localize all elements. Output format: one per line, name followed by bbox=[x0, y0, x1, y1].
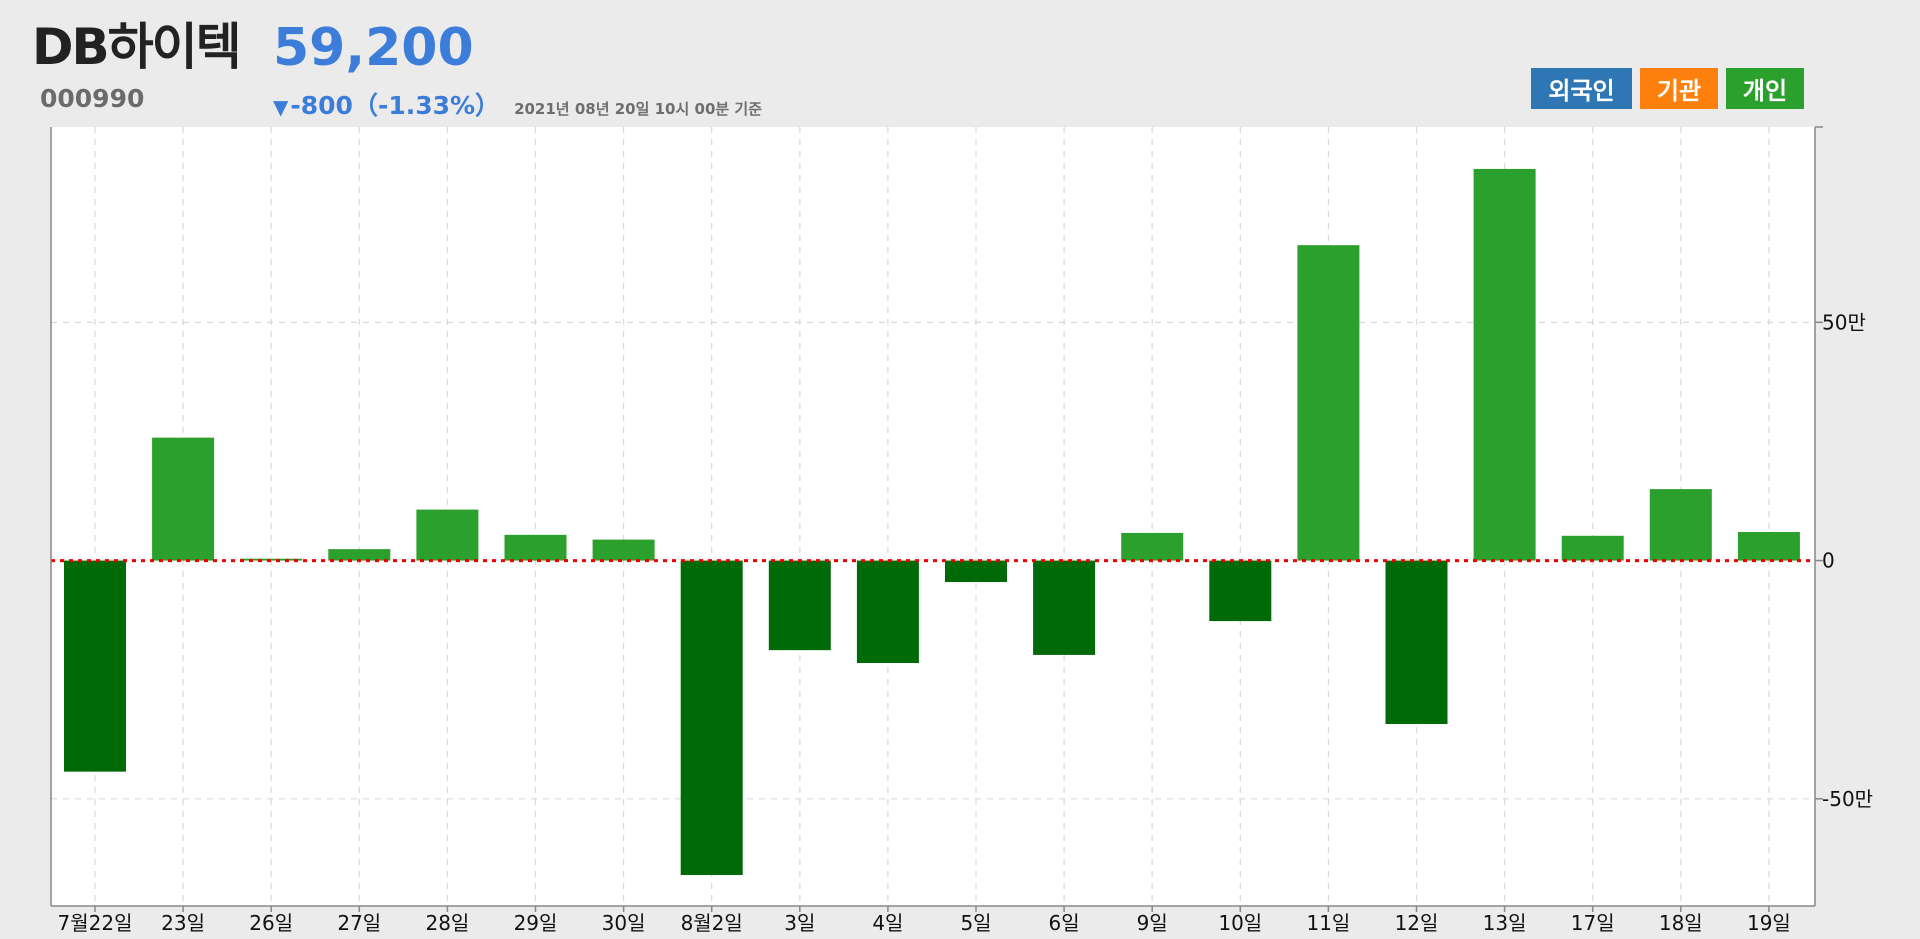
bar-28일 bbox=[416, 509, 479, 561]
x-tick-label: 27일 bbox=[337, 911, 381, 935]
bar-3일 bbox=[768, 560, 831, 651]
bar-11일 bbox=[1297, 245, 1360, 561]
y-axis-ticks: 50만 0 -50만 bbox=[1815, 126, 1873, 811]
bar-26일 bbox=[240, 558, 303, 561]
legend-foreign-button[interactable]: 외국인 bbox=[1531, 68, 1632, 109]
timestamp: 2021년 08년 20일 10시 00분 기준 bbox=[514, 100, 763, 118]
y-tick-label: 50만 bbox=[1822, 310, 1866, 334]
x-tick-label: 26일 bbox=[249, 911, 293, 935]
bar-10일 bbox=[1209, 560, 1272, 622]
bar-4일 bbox=[856, 560, 919, 664]
x-tick-label: 30일 bbox=[602, 911, 646, 935]
legend-institution-button[interactable]: 기관 bbox=[1640, 68, 1718, 109]
x-tick-label: 4일 bbox=[872, 911, 903, 935]
bar-12일 bbox=[1385, 560, 1448, 724]
x-tick-label: 28일 bbox=[425, 911, 469, 935]
x-tick-label: 7월22일 bbox=[58, 911, 133, 935]
bar-29일 bbox=[504, 534, 567, 561]
x-tick-label: 5일 bbox=[960, 911, 991, 935]
bar-6일 bbox=[1033, 560, 1096, 655]
x-tick-label: 23일 bbox=[161, 911, 205, 935]
stock-code: 000990 bbox=[40, 84, 145, 113]
bar-27일 bbox=[328, 549, 391, 561]
bar-8월2일 bbox=[680, 560, 743, 876]
price-change: ▼-800（-1.33%） bbox=[273, 86, 500, 122]
stock-price: 59,200 bbox=[273, 18, 474, 78]
y-tick-label: 0 bbox=[1822, 549, 1835, 573]
bar-17일 bbox=[1561, 535, 1624, 561]
plot-area bbox=[51, 127, 1815, 906]
x-tick-label: 11일 bbox=[1306, 911, 1350, 935]
x-tick-label: 8월2일 bbox=[681, 911, 743, 935]
stock-name: DB하이텍 bbox=[32, 18, 242, 76]
bar-18일 bbox=[1649, 489, 1712, 561]
bar-19일 bbox=[1737, 531, 1800, 561]
bar-23일 bbox=[152, 437, 215, 561]
x-tick-label: 29일 bbox=[514, 911, 558, 935]
bar-30일 bbox=[592, 539, 655, 561]
bar-5일 bbox=[945, 560, 1007, 583]
bars bbox=[64, 168, 1800, 876]
x-tick-label: 18일 bbox=[1659, 911, 1703, 935]
x-tick-label: 6일 bbox=[1049, 911, 1080, 935]
bar-9일 bbox=[1121, 532, 1184, 561]
x-tick-label: 12일 bbox=[1395, 911, 1439, 935]
bar-7월22일 bbox=[64, 560, 126, 772]
y-tick-label: -50만 bbox=[1822, 787, 1873, 811]
x-tick-label: 19일 bbox=[1747, 911, 1791, 935]
price-change-row: ▼-800（-1.33%） 2021년 08년 20일 10시 00분 기준 bbox=[273, 86, 762, 122]
x-axis-ticks: 7월22일 23일 26일 27일 28일 29일 30일 8월2일 3일 4일 5일 6일 9일 10일… bbox=[58, 906, 1791, 935]
x-tick-label: 13일 bbox=[1483, 911, 1527, 935]
axes bbox=[50, 127, 1816, 907]
x-tick-label: 9일 bbox=[1137, 911, 1168, 935]
x-tick-label: 17일 bbox=[1571, 911, 1615, 935]
price-change-value: -800（-1.33%） bbox=[290, 91, 501, 120]
x-tick-label: 10일 bbox=[1218, 911, 1262, 935]
legend-individual-button[interactable]: 개인 bbox=[1726, 68, 1804, 109]
investor-legend: 외국인 기관 개인 bbox=[1531, 68, 1804, 109]
bar-13일 bbox=[1473, 168, 1536, 561]
x-tick-label: 3일 bbox=[784, 911, 815, 935]
down-arrow-icon: ▼ bbox=[273, 95, 289, 119]
